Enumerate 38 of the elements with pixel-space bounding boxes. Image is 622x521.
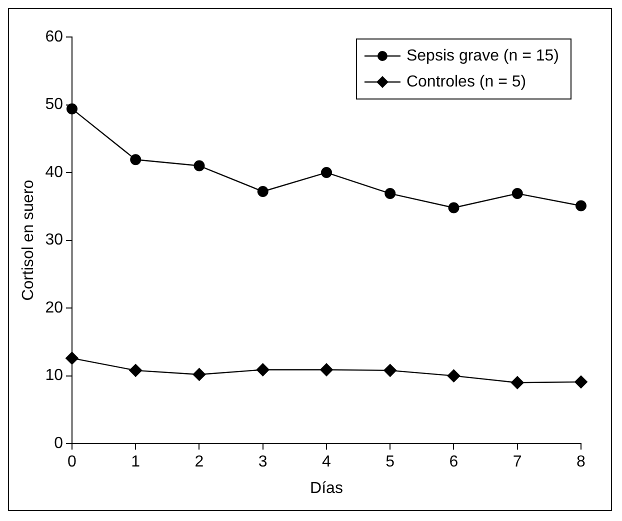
y-tick-label: 60 [45, 28, 64, 46]
x-tick-label: 2 [194, 454, 204, 471]
y-tick-label: 50 [45, 96, 64, 114]
x-tick-label: 4 [322, 454, 332, 471]
y-tick-label: 20 [45, 299, 64, 316]
point [129, 364, 142, 377]
point [574, 375, 588, 388]
point [256, 363, 270, 376]
y-tick-label: 10 [45, 367, 64, 384]
point [447, 369, 460, 382]
point [65, 352, 78, 365]
point [257, 186, 268, 198]
point [448, 202, 460, 214]
point [130, 154, 142, 166]
y-axis-title: Cortisol en suero [20, 180, 38, 301]
x-tick-label: 5 [386, 454, 395, 471]
x-tick-label: 6 [449, 454, 458, 471]
point [384, 364, 397, 377]
point [576, 200, 586, 212]
point [66, 103, 78, 114]
point [384, 188, 396, 200]
point [512, 188, 523, 200]
x-tick-label: 7 [512, 454, 522, 471]
x-tick-label: 3 [258, 454, 268, 471]
x-tick-label: 1 [131, 454, 140, 471]
y-tick-label: 40 [45, 164, 64, 181]
legend-label: Sepsis grave (n = 15) [406, 47, 560, 64]
x-tick-label: 0 [68, 454, 77, 471]
x-tick-label: 8 [576, 454, 586, 471]
x-axis-title: Días [310, 480, 343, 497]
point [194, 160, 205, 172]
point [192, 368, 206, 381]
point [320, 363, 333, 376]
point [321, 167, 332, 178]
y-tick-label: 0 [54, 435, 64, 452]
point [510, 376, 524, 390]
legend-label: Controles (n = 5) [406, 73, 526, 90]
y-tick-label: 30 [45, 232, 64, 249]
